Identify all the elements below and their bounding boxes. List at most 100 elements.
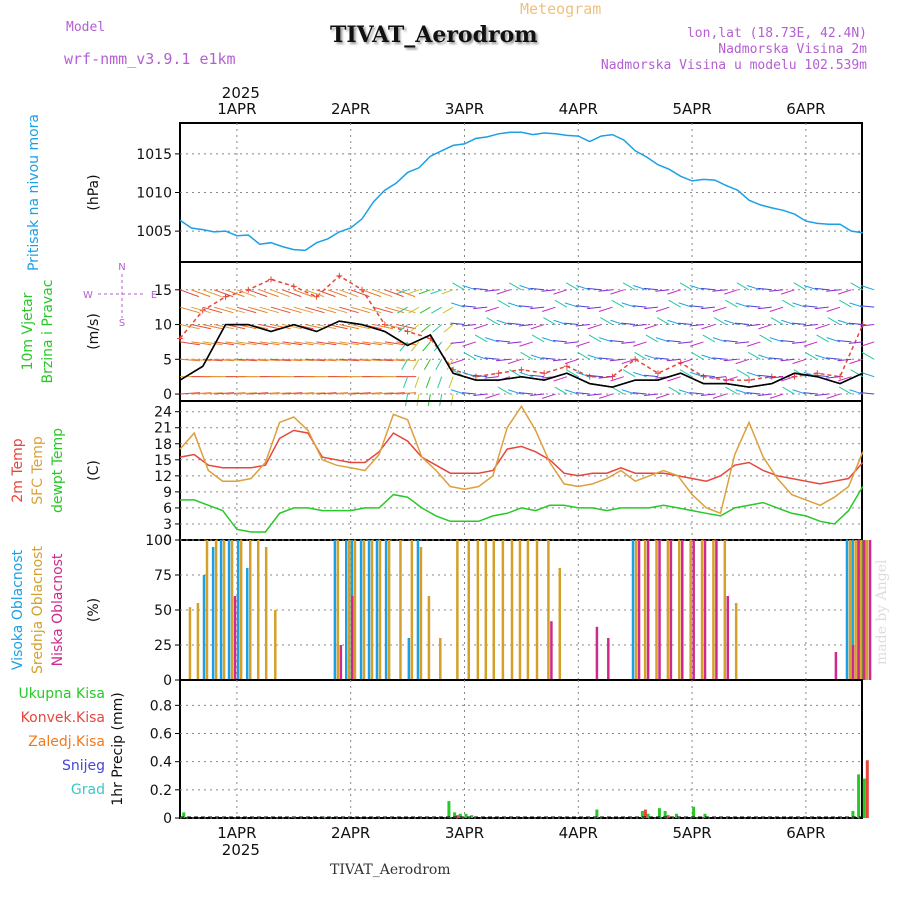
wind-barb	[735, 341, 750, 344]
wind-barb	[736, 369, 750, 378]
y-tick-label: 12	[154, 469, 172, 485]
date-tick-top: 6APR	[786, 100, 825, 118]
wind-barb	[270, 289, 291, 298]
wind-barb	[191, 392, 212, 395]
bar-srednja-oblacnost	[336, 540, 340, 680]
wind-barb	[564, 358, 579, 365]
series-pritisak	[179, 131, 863, 252]
wind-barb	[462, 284, 477, 291]
wind-barb	[781, 319, 795, 326]
bar-srednja-oblacnost	[214, 540, 218, 680]
wind-barb	[214, 392, 235, 395]
wind-barb	[678, 322, 693, 326]
wind-barb	[791, 322, 806, 326]
gust-marker	[336, 272, 343, 279]
wind-barb	[423, 359, 431, 370]
bar-srednja-oblacnost	[419, 547, 423, 680]
wind-barb	[837, 358, 852, 362]
y-tick-label: 0.8	[150, 698, 172, 714]
bar-ukupna-kisa	[862, 778, 866, 818]
bar-srednja-oblacnost	[274, 610, 277, 680]
wind-barb	[668, 386, 681, 395]
date-tick-bottom: 3APR	[445, 824, 484, 842]
bar-srednja-oblacnost	[239, 540, 243, 680]
bar-niska-oblacnost	[692, 540, 695, 680]
wind-barb	[179, 324, 200, 330]
wind-barb	[236, 358, 257, 362]
gust-marker	[541, 370, 548, 377]
wind-barb	[769, 357, 784, 360]
bar-visoka-oblacnost	[236, 540, 240, 680]
side-label: dewpt Temp	[50, 428, 66, 513]
wind-barb	[473, 306, 488, 310]
wind-barb	[792, 302, 807, 308]
date-tick-bottom: 5APR	[672, 824, 711, 842]
bar-srednja-oblacnost	[558, 568, 562, 680]
wind-barb	[509, 369, 522, 378]
wind-barb	[451, 302, 465, 308]
wind-barb	[736, 282, 750, 291]
wind-barb	[655, 357, 670, 360]
bar-srednja-oblacnost	[547, 540, 550, 680]
wind-barb	[600, 317, 613, 325]
wind-barb	[373, 358, 394, 362]
year-label-top: 2025	[222, 84, 260, 102]
wind-barb	[282, 306, 302, 314]
bar-srednja-oblacnost	[689, 540, 692, 680]
wind-barb	[735, 322, 750, 326]
wind-barb	[202, 392, 223, 395]
bar-srednja-oblacnost	[348, 540, 351, 680]
wind-barb	[473, 324, 488, 330]
bar-visoka-oblacnost	[407, 638, 411, 680]
wind-barb	[259, 392, 280, 395]
wind-barb	[474, 334, 488, 343]
panel-frame	[179, 679, 863, 819]
y-tick-label: 3	[163, 517, 172, 533]
wind-barb	[746, 284, 761, 291]
wind-barb	[282, 324, 303, 330]
page-title: TIVAT_Aerodrom	[330, 22, 538, 48]
bar-konvek-kisa	[666, 815, 670, 818]
wind-barb	[632, 305, 647, 308]
wind-barb	[757, 306, 772, 310]
wind-barb	[362, 392, 383, 395]
bar-srednja-oblacnost	[484, 540, 488, 680]
wind-barbs	[179, 282, 875, 406]
bar-niska-oblacnost	[637, 540, 641, 680]
gust-marker	[290, 283, 297, 290]
wind-barb	[339, 324, 359, 330]
wind-barb	[826, 337, 841, 343]
wind-barb	[530, 324, 545, 330]
date-tick-bottom: 2APR	[331, 824, 370, 842]
wind-barb	[496, 339, 511, 343]
wind-barb	[803, 392, 818, 395]
wind-barb	[431, 306, 442, 314]
bar-niska-oblacnost	[868, 540, 872, 680]
bar-srednja-oblacnost	[467, 540, 470, 680]
wind-barb	[225, 392, 246, 395]
wind-barb	[179, 289, 199, 298]
bottom-title: TIVAT_Aerodrom	[330, 862, 451, 878]
wind-barb	[815, 324, 829, 330]
bar-niska-oblacnost	[233, 596, 237, 680]
wind-barb	[725, 386, 738, 395]
wind-barb	[236, 289, 256, 298]
wind-barb	[448, 376, 454, 389]
wind-barb	[518, 305, 533, 308]
wind-barb	[214, 341, 235, 346]
bar-niska-oblacnost	[681, 540, 684, 680]
wind-barb	[553, 319, 568, 326]
wind-barb	[361, 306, 382, 314]
wind-barb	[758, 324, 772, 330]
wind-barb	[282, 289, 302, 298]
y-tick-label: 15	[154, 453, 172, 469]
wind-barb	[420, 324, 431, 333]
wind-barb	[781, 376, 795, 382]
wind-barb	[702, 334, 716, 343]
gust-marker	[222, 293, 229, 300]
wind-barb	[350, 324, 371, 330]
wind-barb	[542, 337, 556, 343]
bar-srednja-oblacnost	[535, 540, 539, 680]
wind-barb	[316, 289, 336, 298]
